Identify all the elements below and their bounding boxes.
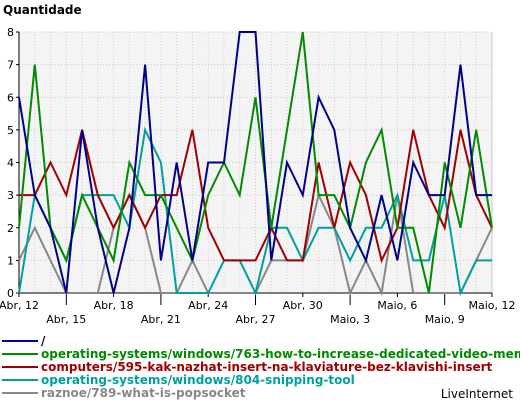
- legend-label: operating-systems/windows/804-snipping-t…: [41, 373, 355, 387]
- x-tick-label: Maio, 12: [468, 299, 515, 312]
- y-axis-label: Quantidade: [3, 3, 82, 17]
- x-tick-label: Abr, 12: [0, 299, 39, 312]
- y-tick-label: 5: [7, 124, 14, 137]
- x-tick-label: Abr, 21: [141, 313, 181, 326]
- x-tick-label: Abr, 30: [283, 299, 323, 312]
- y-tick-label: 6: [7, 91, 14, 104]
- y-tick-label: 8: [7, 26, 14, 39]
- y-tick-label: 0: [7, 287, 14, 300]
- legend-label: raznoe/789-what-is-popsocket: [41, 386, 246, 400]
- legend-label: computers/595-kak-nazhat-insert-na-klavi…: [41, 360, 493, 374]
- x-tick-label: Abr, 27: [235, 313, 275, 326]
- x-tick-label: Abr, 15: [46, 313, 86, 326]
- y-tick-label: 4: [7, 157, 14, 170]
- x-tick-label: Maio, 6: [377, 299, 417, 312]
- y-tick-label: 7: [7, 59, 14, 72]
- y-tick-label: 1: [7, 254, 14, 267]
- x-tick-label: Maio, 9: [425, 313, 465, 326]
- x-tick-label: Maio, 3: [330, 313, 370, 326]
- liveinternet-brand: LiveInternet: [441, 387, 513, 401]
- series-line-3: [19, 129, 493, 264]
- series-line-1: [18, 31, 492, 294]
- series-lines: [18, 31, 493, 297]
- x-axis: Abr, 12 Abr, 15 Abr, 18 Abr, 21 Abr, 24 Abr, …: [0, 293, 516, 326]
- x-tick-label: Abr, 18: [94, 299, 134, 312]
- y-tick-label: 2: [7, 222, 14, 235]
- legend-label: operating-systems/windows/763-how-to-inc…: [41, 347, 520, 361]
- legend: /operating-systems/windows/763-how-to-in…: [2, 334, 520, 400]
- x-tick-label: Abr, 24: [188, 299, 228, 312]
- legend-label: /: [41, 334, 46, 348]
- y-tick-label: 3: [7, 189, 14, 202]
